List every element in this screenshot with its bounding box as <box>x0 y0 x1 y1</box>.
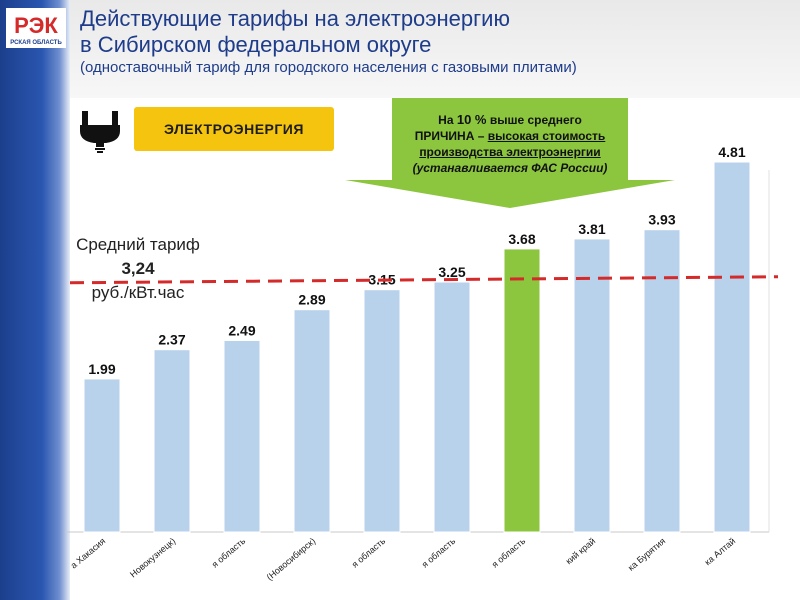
bar-value-label: 3.81 <box>578 221 605 237</box>
left-sidebar-band <box>0 0 70 600</box>
x-tick-label: я область <box>350 536 388 570</box>
bar-value-label: 2.37 <box>158 332 185 348</box>
callout-text: На 10 % выше среднего ПРИЧИНА – высокая … <box>393 112 627 176</box>
callout-reason: высокая стоимость производства электроэн… <box>419 129 606 159</box>
plug-icon <box>70 103 130 155</box>
bar-value-label: 3.25 <box>438 264 465 280</box>
callout-fas-note: (устанавливается ФАС России) <box>412 161 608 175</box>
svg-text:РЭК: РЭК <box>14 13 58 38</box>
bar <box>713 161 751 533</box>
callout-reason-label: ПРИЧИНА – <box>414 129 488 143</box>
bar-value-label: 2.49 <box>228 322 255 338</box>
title-line-1: Действующие тарифы на электроэнергию <box>80 6 510 31</box>
average-label: Средний тариф <box>76 235 200 254</box>
bar <box>363 289 401 533</box>
x-tick-label: ка Алтай <box>703 536 738 567</box>
electricity-label-box: ЭЛЕКТРОЭНЕРГИЯ <box>70 103 334 155</box>
average-unit: руб./кВт.час <box>91 283 185 302</box>
x-tick-label: Новокузнецк) <box>128 536 177 580</box>
header-background <box>70 0 800 98</box>
rek-logo: РЭК РСКАЯ ОБЛАСТЬ <box>6 8 66 48</box>
x-tick-label: кий край <box>564 536 598 566</box>
page-title: Действующие тарифы на электроэнергию в С… <box>80 6 720 78</box>
bar <box>643 229 681 533</box>
callout-arrow <box>345 98 675 208</box>
bar-value-label: 2.89 <box>298 292 325 308</box>
callout-percent: 10 % <box>456 112 487 127</box>
bar-value-label: 3.93 <box>648 212 675 228</box>
callout-above-average: выше среднего <box>486 113 582 127</box>
bar <box>293 309 331 533</box>
bar <box>503 248 541 533</box>
bar <box>433 281 471 533</box>
bar <box>573 238 611 533</box>
average-value: 3,24 <box>121 259 155 278</box>
electricity-label: ЭЛЕКТРОЭНЕРГИЯ <box>134 107 334 151</box>
bar-value-label: 3.68 <box>508 231 535 247</box>
svg-text:РСКАЯ ОБЛАСТЬ: РСКАЯ ОБЛАСТЬ <box>10 40 62 46</box>
x-tick-label: (Новосибирск) <box>265 536 318 582</box>
average-tariff-label: Средний тариф 3,24 руб./кВт.час <box>58 233 218 305</box>
x-tick-label: я область <box>420 536 458 570</box>
callout-prefix: На <box>438 113 457 127</box>
average-line <box>69 275 779 285</box>
x-tick-label: ка Бурятия <box>626 536 667 573</box>
bar-value-label: 1.99 <box>88 361 115 377</box>
x-tick-label: а Хакасия <box>69 536 108 571</box>
title-subtitle: (одноставочный тариф для городского насе… <box>80 59 577 76</box>
bar-value-label: 4.81 <box>718 144 745 160</box>
bar <box>83 378 121 533</box>
bar <box>153 349 191 533</box>
x-tick-label: я область <box>490 536 528 570</box>
bar <box>223 339 261 533</box>
x-tick-label: я область <box>210 536 248 570</box>
title-line-2: в Сибирском федеральном округе <box>80 32 432 57</box>
